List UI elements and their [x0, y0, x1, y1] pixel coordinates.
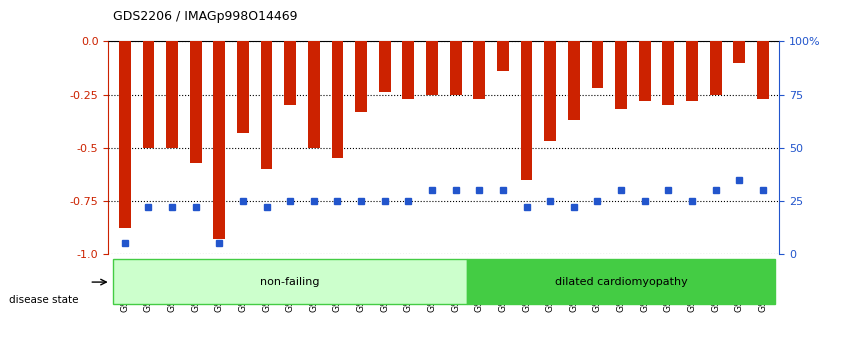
Bar [686, 41, 698, 101]
Bar [544, 41, 556, 141]
Text: non-failing: non-failing [261, 277, 320, 287]
Bar [355, 41, 367, 111]
Bar [497, 41, 509, 71]
Bar [734, 41, 745, 63]
Bar [662, 41, 675, 105]
Bar [284, 41, 296, 105]
FancyBboxPatch shape [113, 259, 468, 304]
Bar [378, 41, 391, 92]
Text: GDS2206 / IMAGp998O14469: GDS2206 / IMAGp998O14469 [113, 10, 297, 23]
FancyBboxPatch shape [468, 259, 775, 304]
Bar [449, 41, 462, 95]
Bar [426, 41, 438, 95]
Bar [143, 41, 154, 148]
Bar [615, 41, 627, 109]
Bar [474, 41, 485, 99]
Bar [119, 41, 131, 228]
Bar [591, 41, 604, 88]
Bar [166, 41, 178, 148]
Bar [308, 41, 320, 148]
Bar [261, 41, 273, 169]
Bar [403, 41, 414, 99]
Bar [190, 41, 202, 162]
Bar [709, 41, 721, 95]
Bar [520, 41, 533, 179]
Bar [332, 41, 344, 158]
Bar [568, 41, 579, 120]
Text: dilated cardiomyopathy: dilated cardiomyopathy [555, 277, 688, 287]
Bar [237, 41, 249, 133]
Bar [757, 41, 769, 99]
Bar [639, 41, 650, 101]
Bar [213, 41, 225, 239]
Text: disease state: disease state [9, 295, 78, 305]
